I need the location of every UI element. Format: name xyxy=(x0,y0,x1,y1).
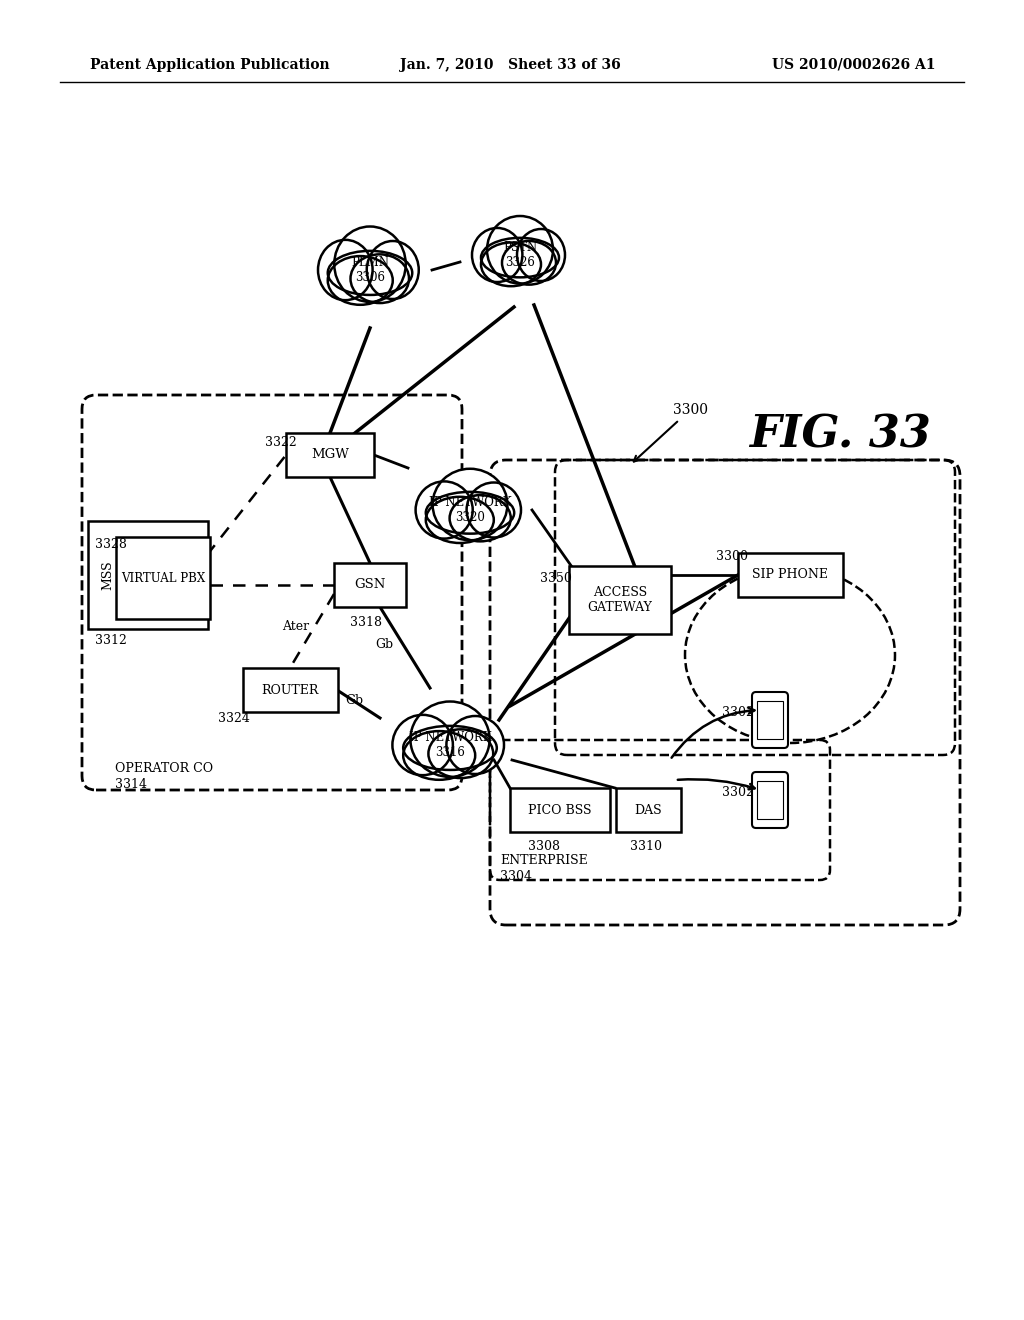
FancyBboxPatch shape xyxy=(757,701,783,739)
FancyBboxPatch shape xyxy=(243,668,338,711)
Text: US 2010/0002626 A1: US 2010/0002626 A1 xyxy=(771,58,935,73)
FancyBboxPatch shape xyxy=(88,521,208,630)
Ellipse shape xyxy=(426,492,514,533)
FancyBboxPatch shape xyxy=(569,566,671,634)
FancyBboxPatch shape xyxy=(757,781,783,818)
Ellipse shape xyxy=(392,715,453,775)
Text: Jan. 7, 2010   Sheet 33 of 36: Jan. 7, 2010 Sheet 33 of 36 xyxy=(400,58,621,73)
Text: 3318: 3318 xyxy=(350,615,382,628)
Ellipse shape xyxy=(517,228,565,281)
FancyBboxPatch shape xyxy=(286,433,374,477)
Ellipse shape xyxy=(472,228,522,282)
Text: Patent Application Publication: Patent Application Publication xyxy=(90,58,330,73)
Text: ACCESS
GATEWAY: ACCESS GATEWAY xyxy=(588,586,652,614)
FancyBboxPatch shape xyxy=(615,788,681,832)
Text: 3302: 3302 xyxy=(722,787,754,800)
Ellipse shape xyxy=(428,730,494,777)
Text: 3300: 3300 xyxy=(634,403,708,462)
Text: 3300: 3300 xyxy=(716,550,748,564)
FancyBboxPatch shape xyxy=(510,788,610,832)
Text: 3322: 3322 xyxy=(265,436,297,449)
Ellipse shape xyxy=(481,243,541,286)
Ellipse shape xyxy=(328,256,393,305)
Text: Gb: Gb xyxy=(375,639,393,652)
Text: 3312: 3312 xyxy=(95,634,127,647)
Text: OPERATOR CO: OPERATOR CO xyxy=(115,762,213,775)
Text: MSS: MSS xyxy=(101,560,115,590)
Ellipse shape xyxy=(487,216,553,284)
Text: FIG. 33: FIG. 33 xyxy=(750,413,931,457)
Ellipse shape xyxy=(502,242,556,285)
Text: ROUTER: ROUTER xyxy=(261,684,318,697)
Text: Ater: Ater xyxy=(283,620,309,634)
Ellipse shape xyxy=(367,242,419,300)
FancyBboxPatch shape xyxy=(116,537,210,619)
Ellipse shape xyxy=(328,251,413,294)
Text: 3314: 3314 xyxy=(115,779,147,792)
Text: 3308: 3308 xyxy=(528,841,560,854)
Text: VIRTUAL PBX: VIRTUAL PBX xyxy=(121,572,205,585)
FancyBboxPatch shape xyxy=(334,564,406,607)
FancyBboxPatch shape xyxy=(752,772,788,828)
Text: PLMN
3306: PLMN 3306 xyxy=(351,256,389,284)
Ellipse shape xyxy=(403,731,475,780)
Ellipse shape xyxy=(350,255,409,304)
Text: PSTN
3326: PSTN 3326 xyxy=(503,242,537,269)
Ellipse shape xyxy=(416,482,473,539)
Text: IP NETWORK
3320: IP NETWORK 3320 xyxy=(429,496,511,524)
Text: GSN: GSN xyxy=(354,578,386,591)
Text: 3324: 3324 xyxy=(218,711,250,725)
Ellipse shape xyxy=(481,238,559,277)
Ellipse shape xyxy=(432,469,508,540)
Ellipse shape xyxy=(446,715,504,774)
Text: 3310: 3310 xyxy=(630,841,662,854)
Ellipse shape xyxy=(403,726,497,770)
Text: IP NETWORK
3316: IP NETWORK 3316 xyxy=(409,731,492,759)
Text: DAS: DAS xyxy=(634,804,662,817)
Text: MGW: MGW xyxy=(311,449,349,462)
Text: 3302: 3302 xyxy=(722,706,754,719)
Ellipse shape xyxy=(318,240,373,300)
FancyBboxPatch shape xyxy=(752,692,788,748)
Text: 3304: 3304 xyxy=(500,870,532,883)
FancyBboxPatch shape xyxy=(737,553,843,597)
Text: ENTERPRISE: ENTERPRISE xyxy=(500,854,588,866)
Ellipse shape xyxy=(334,227,406,302)
Ellipse shape xyxy=(426,496,494,543)
Ellipse shape xyxy=(467,483,521,537)
Ellipse shape xyxy=(450,495,511,541)
Text: PICO BSS: PICO BSS xyxy=(528,804,592,817)
Text: 3328: 3328 xyxy=(95,539,127,552)
Text: Gb: Gb xyxy=(345,693,364,706)
Ellipse shape xyxy=(411,701,489,777)
Text: SIP PHONE: SIP PHONE xyxy=(752,569,828,582)
Text: 3350: 3350 xyxy=(540,572,571,585)
